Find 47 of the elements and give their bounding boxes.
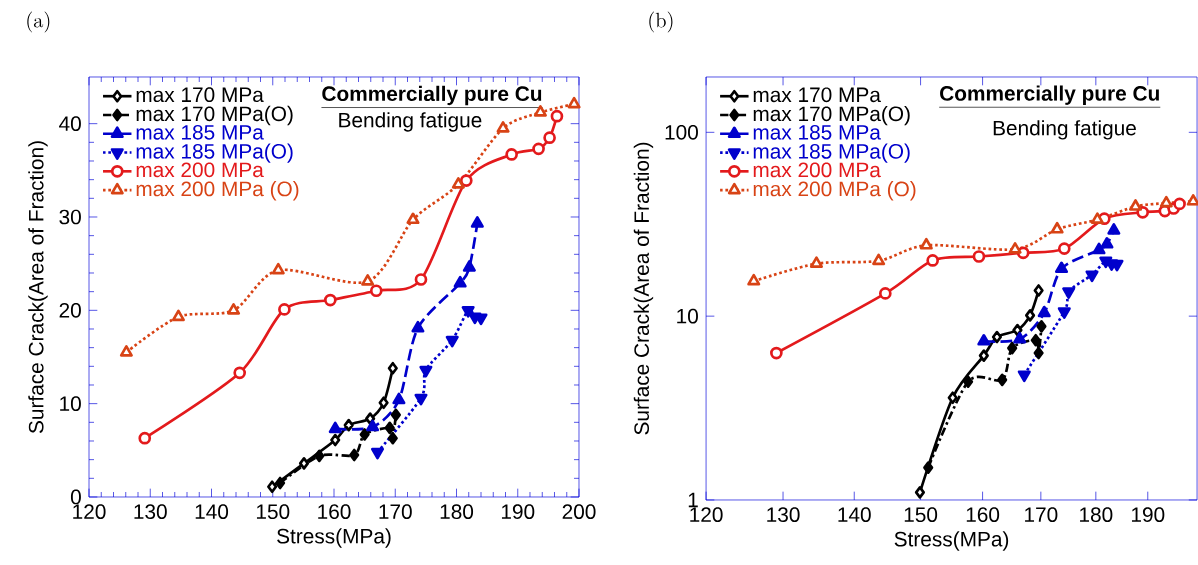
x-tick-label: 140 (838, 507, 871, 523)
y-tick-label: 10 (677, 308, 698, 324)
x-axis-title: Stress(MPa) (894, 531, 1009, 551)
x-tick-label: 180 (1080, 507, 1113, 523)
y-tick-label: 0 (70, 489, 81, 505)
legend-label: max 200 MPa (O) (753, 180, 916, 201)
y-tick-label: 1 (688, 492, 698, 508)
legend-label: max 185 MPa (753, 124, 881, 140)
x-tick-label: 190 (1132, 507, 1165, 523)
x-axis-title: Stress(MPa) (277, 528, 391, 548)
annotation: Commercially pure Cu (322, 85, 542, 106)
x-tick-label: 150 (904, 507, 938, 523)
x-tick-label: 160 (318, 504, 351, 520)
y-tick-label: 100 (665, 124, 698, 140)
annotation: Bending fatigue (339, 112, 482, 132)
y-tick-label: 10 (60, 396, 81, 412)
x-tick-label: 160 (966, 507, 1000, 523)
legend-label: max 200 MPa (753, 162, 881, 178)
chart-title: (a) (27, 11, 50, 33)
y-axis-title: Surface Crack(Area of Fraction) (633, 142, 654, 435)
annotation: Commercially pure Cu (940, 85, 1159, 105)
legend-label: max 200 MPa (136, 162, 264, 178)
y-tick-label: 40 (59, 116, 81, 132)
x-tick-label: 170 (1025, 507, 1058, 523)
legend-label: max 185 MPa(O) (753, 143, 910, 163)
chart-title: (b) (649, 11, 673, 33)
legend-label: max 185 MPa (136, 124, 264, 140)
x-tick-label: 120 (73, 504, 106, 520)
x-tick-label: 170 (379, 504, 412, 520)
x-tick-label: 190 (501, 504, 535, 520)
y-tick-label: 20 (59, 302, 81, 318)
legend-label: max 170 MPa (136, 87, 264, 103)
legend-label: max 170 MPa (753, 87, 881, 103)
x-tick-label: 130 (767, 507, 800, 523)
x-tick-label: 120 (690, 507, 723, 523)
x-tick-label: 200 (562, 504, 596, 520)
x-tick-label: 130 (134, 504, 167, 520)
y-tick-label: 30 (59, 209, 81, 225)
legend-label: max 170 MPa(O) (136, 105, 293, 126)
annotation: Bending fatigue (993, 120, 1136, 140)
x-tick-label: 140 (195, 504, 229, 520)
legend-label: max 185 MPa(O) (136, 143, 293, 163)
x-tick-label: 180 (440, 504, 474, 520)
x-tick-label: 150 (256, 504, 290, 520)
y-axis-title: Surface Crack(Area of Fraction) (28, 141, 48, 434)
legend-label: max 170 MPa(O) (753, 105, 910, 126)
legend-label: max 200 MPa (O) (136, 180, 299, 201)
